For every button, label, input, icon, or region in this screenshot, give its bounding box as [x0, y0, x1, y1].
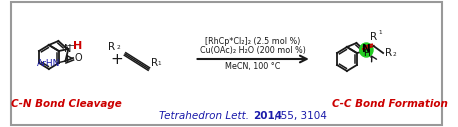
Text: R: R: [370, 32, 377, 42]
Text: [RhCp*Cl₂]₂ (2.5 mol %): [RhCp*Cl₂]₂ (2.5 mol %): [206, 37, 301, 46]
Text: , 55, 3104: , 55, 3104: [273, 111, 327, 121]
Text: R: R: [385, 48, 392, 58]
Text: H: H: [73, 41, 82, 51]
Text: ArHN: ArHN: [37, 60, 60, 68]
Text: C-C Bond Formation: C-C Bond Formation: [332, 99, 448, 109]
FancyArrowPatch shape: [371, 56, 376, 62]
Text: $^1$: $^1$: [378, 29, 383, 38]
Ellipse shape: [360, 43, 373, 57]
Text: N: N: [362, 44, 371, 54]
Text: N: N: [64, 44, 71, 54]
FancyArrowPatch shape: [67, 56, 72, 61]
Text: R: R: [151, 58, 158, 68]
Text: 2014: 2014: [253, 111, 282, 121]
Text: C-N Bond Cleavage: C-N Bond Cleavage: [11, 99, 121, 109]
Text: R: R: [108, 42, 115, 52]
Text: O: O: [75, 53, 82, 63]
Text: +: +: [110, 52, 123, 67]
Text: H: H: [363, 49, 370, 58]
FancyBboxPatch shape: [11, 2, 442, 125]
Text: Tetrahedron Lett.: Tetrahedron Lett.: [159, 111, 253, 121]
Text: —: —: [67, 42, 75, 51]
Text: $^1$: $^1$: [158, 61, 163, 70]
Text: $^2$: $^2$: [392, 52, 397, 60]
Text: $^2$: $^2$: [115, 44, 121, 53]
Text: Cu(OAc)₂ H₂O (200 mol %): Cu(OAc)₂ H₂O (200 mol %): [200, 45, 306, 54]
Text: MeCN, 100 °C: MeCN, 100 °C: [225, 62, 281, 72]
